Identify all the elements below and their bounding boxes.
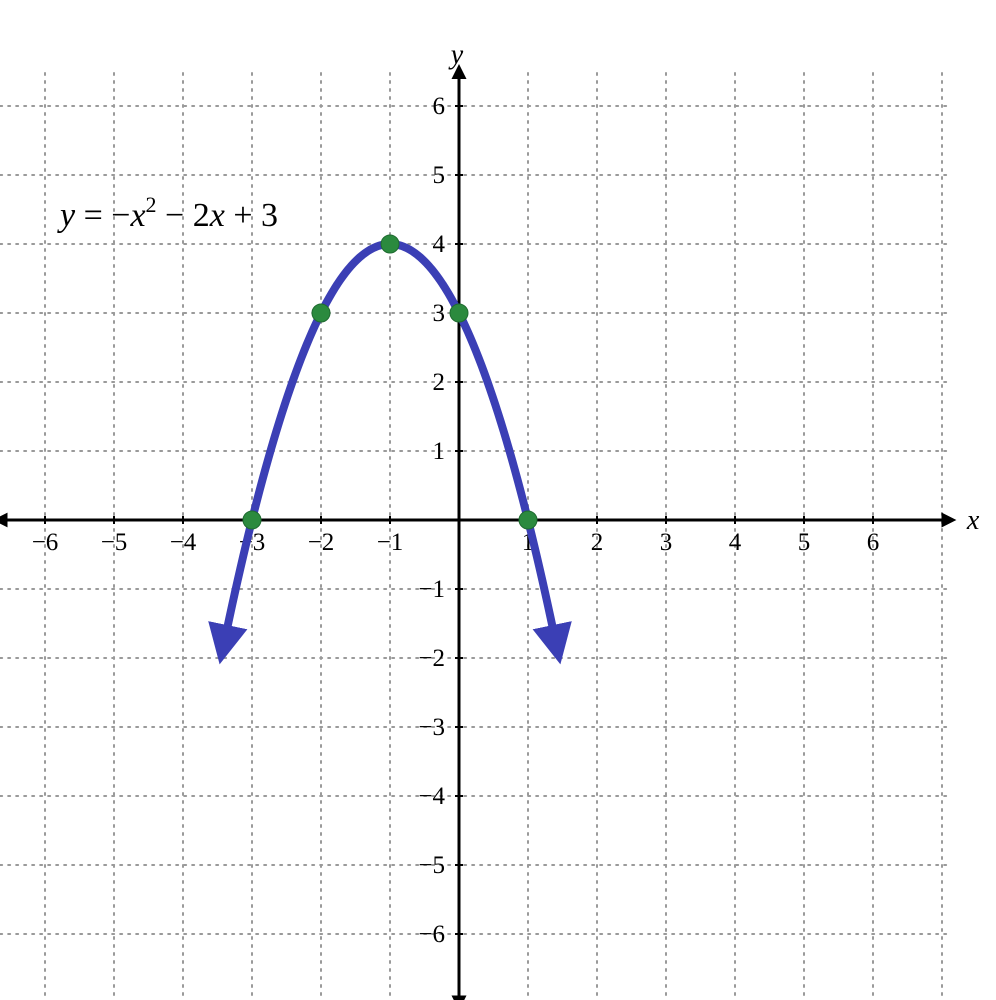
y-tick-label: 4 bbox=[433, 231, 446, 258]
x-tick-label: 3 bbox=[660, 529, 673, 556]
x-tick-label: −5 bbox=[101, 529, 128, 556]
plotted-point bbox=[381, 235, 399, 253]
y-tick-label: 2 bbox=[433, 369, 446, 396]
x-tick-label: 4 bbox=[729, 529, 742, 556]
y-axis-label: y bbox=[448, 40, 464, 71]
plotted-point bbox=[312, 304, 330, 322]
parabola-chart: −6−5−4−3−2−1123456−6−5−4−3−2−1123456yxy … bbox=[0, 0, 996, 1000]
y-tick-label: −2 bbox=[418, 645, 445, 672]
y-tick-label: 3 bbox=[433, 300, 446, 327]
y-tick-label: −1 bbox=[418, 576, 445, 603]
plotted-point bbox=[243, 511, 261, 529]
y-tick-label: −5 bbox=[418, 852, 445, 879]
x-tick-label: −6 bbox=[32, 529, 59, 556]
x-tick-label: 6 bbox=[867, 529, 880, 556]
x-tick-label: −2 bbox=[308, 529, 335, 556]
y-tick-label: 1 bbox=[433, 438, 446, 465]
x-tick-label: 2 bbox=[591, 529, 604, 556]
x-tick-label: −1 bbox=[377, 529, 404, 556]
y-tick-label: −6 bbox=[418, 921, 445, 948]
y-tick-label: −3 bbox=[418, 714, 445, 741]
plotted-point bbox=[519, 511, 537, 529]
x-tick-label: 5 bbox=[798, 529, 811, 556]
y-tick-label: 5 bbox=[433, 162, 446, 189]
plotted-point bbox=[450, 304, 468, 322]
y-tick-label: 6 bbox=[433, 93, 446, 120]
y-tick-label: −4 bbox=[418, 783, 445, 810]
x-axis-label: x bbox=[966, 505, 980, 536]
equation-label: y = −x2 − 2x + 3 bbox=[57, 192, 278, 234]
x-tick-label: −4 bbox=[170, 529, 197, 556]
